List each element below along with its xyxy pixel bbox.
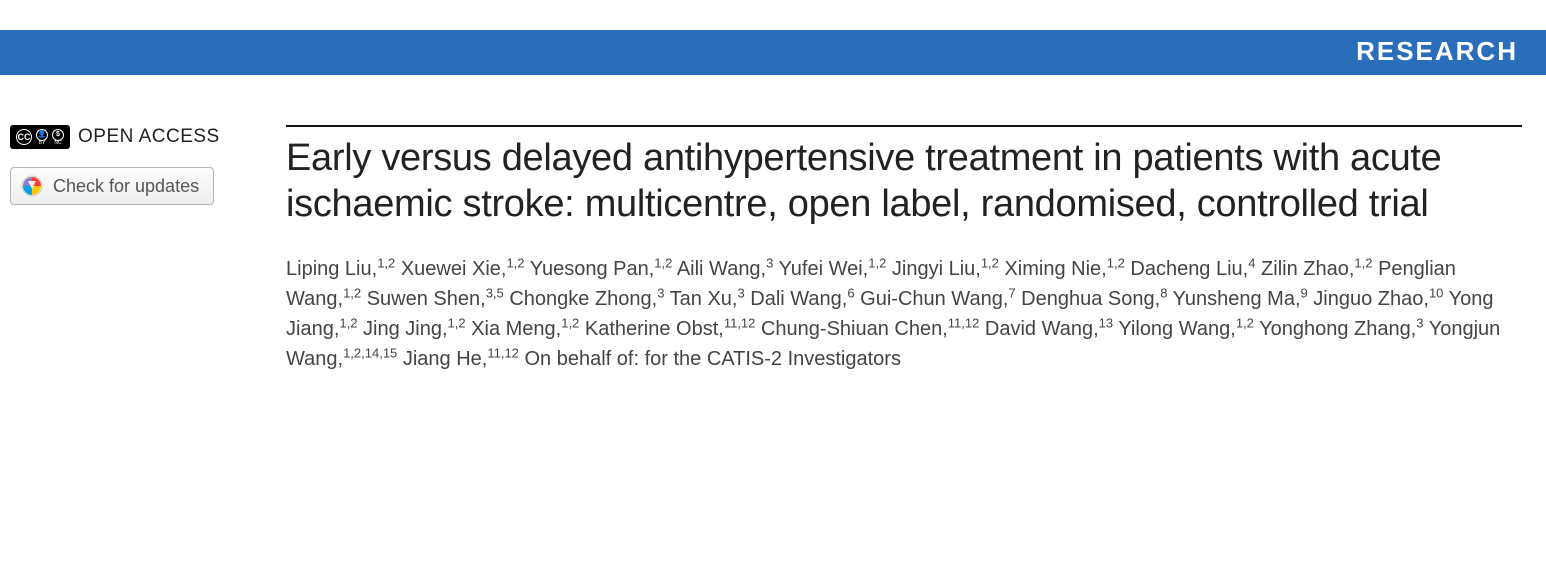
- author-affiliation: 10: [1429, 285, 1443, 300]
- author-name: Jingyi Liu,: [892, 258, 981, 280]
- article-main: Early versus delayed antihypertensive tr…: [286, 125, 1522, 374]
- article-title: Early versus delayed antihypertensive tr…: [286, 135, 1522, 228]
- author-affiliation: 4: [1248, 255, 1255, 270]
- open-access-row: CC 👤 BY $ NC OPEN ACCESS: [10, 125, 268, 149]
- author-affiliation: 1,2: [377, 255, 395, 270]
- author-affiliation: 1,2: [561, 315, 579, 330]
- author-name: Yuesong Pan,: [530, 258, 655, 280]
- author-affiliation: 1,2: [981, 255, 999, 270]
- author-name: Aili Wang,: [677, 258, 766, 280]
- author-affiliation: 3,5: [486, 285, 504, 300]
- author-name: Zilin Zhao,: [1261, 258, 1354, 280]
- author-name: Chung-Shiuan Chen,: [761, 318, 948, 340]
- author-name: Xia Meng,: [471, 318, 561, 340]
- author-affiliation: 11,12: [948, 315, 980, 330]
- author-name: Yunsheng Ma,: [1173, 288, 1301, 310]
- author-name: Tan Xu,: [670, 288, 738, 310]
- author-name: Yufei Wei,: [779, 258, 869, 280]
- author-name: Xuewei Xie,: [401, 258, 507, 280]
- author-affiliation: 1,2: [1236, 315, 1254, 330]
- check-updates-button[interactable]: Check for updates: [10, 167, 214, 205]
- author-name: Dali Wang,: [750, 288, 847, 310]
- author-affiliation: 3: [766, 255, 773, 270]
- author-affiliation: 1,2: [654, 255, 672, 270]
- author-name: Jinguo Zhao,: [1313, 288, 1429, 310]
- author-affiliation: 1,2: [868, 255, 886, 270]
- author-name: Suwen Shen,: [367, 288, 486, 310]
- crossmark-icon: [21, 175, 43, 197]
- author-affiliation: 1,2: [506, 255, 524, 270]
- author-name: Jing Jing,: [363, 318, 448, 340]
- cc-license-badge: CC 👤 BY $ NC: [10, 125, 70, 149]
- author-affiliation: 1,2: [339, 315, 357, 330]
- author-affiliation: 1,2: [1354, 255, 1372, 270]
- author-list: Liping Liu,1,2 Xuewei Xie,1,2 Yuesong Pa…: [286, 254, 1522, 374]
- author-name: David Wang,: [985, 318, 1099, 340]
- author-affiliation: 8: [1160, 285, 1167, 300]
- author-name: Yilong Wang,: [1118, 318, 1235, 340]
- author-affiliation: 1,2: [1107, 255, 1125, 270]
- author-affiliation: 3: [1416, 315, 1423, 330]
- author-affiliation: 13: [1099, 315, 1113, 330]
- check-updates-label: Check for updates: [53, 176, 199, 197]
- author-name: Chongke Zhong,: [509, 288, 657, 310]
- author-affiliation: 9: [1301, 285, 1308, 300]
- author-affiliation: 1,2,14,15: [343, 345, 397, 360]
- author-name: Jiang He,: [403, 348, 488, 370]
- author-name: Yonghong Zhang,: [1259, 318, 1416, 340]
- author-name: Ximing Nie,: [1004, 258, 1106, 280]
- author-affiliation: 11,12: [724, 315, 756, 330]
- content-wrap: CC 👤 BY $ NC OPEN ACCESS: [0, 125, 1546, 374]
- author-name: Katherine Obst,: [585, 318, 724, 340]
- section-banner: RESEARCH: [0, 30, 1546, 75]
- author-affiliation: 11,12: [487, 345, 519, 360]
- author-affiliation: 7: [1008, 285, 1015, 300]
- cc-by-icon: 👤 BY: [36, 129, 48, 146]
- author-affiliation: 3: [737, 285, 744, 300]
- author-name: Denghua Song,: [1021, 288, 1160, 310]
- author-affiliation: 3: [657, 285, 664, 300]
- author-name: Dacheng Liu,: [1130, 258, 1248, 280]
- sidebar: CC 👤 BY $ NC OPEN ACCESS: [10, 125, 286, 374]
- on-behalf-text: On behalf of: for the CATIS-2 Investigat…: [524, 348, 900, 370]
- author-name: Gui-Chun Wang,: [860, 288, 1008, 310]
- author-name: Liping Liu,: [286, 258, 377, 280]
- author-affiliation: 6: [847, 285, 854, 300]
- author-affiliation: 1,2: [343, 285, 361, 300]
- cc-icon: CC: [16, 129, 32, 145]
- cc-nc-icon: $ NC: [52, 129, 64, 146]
- open-access-label: OPEN ACCESS: [78, 126, 220, 148]
- author-affiliation: 1,2: [448, 315, 466, 330]
